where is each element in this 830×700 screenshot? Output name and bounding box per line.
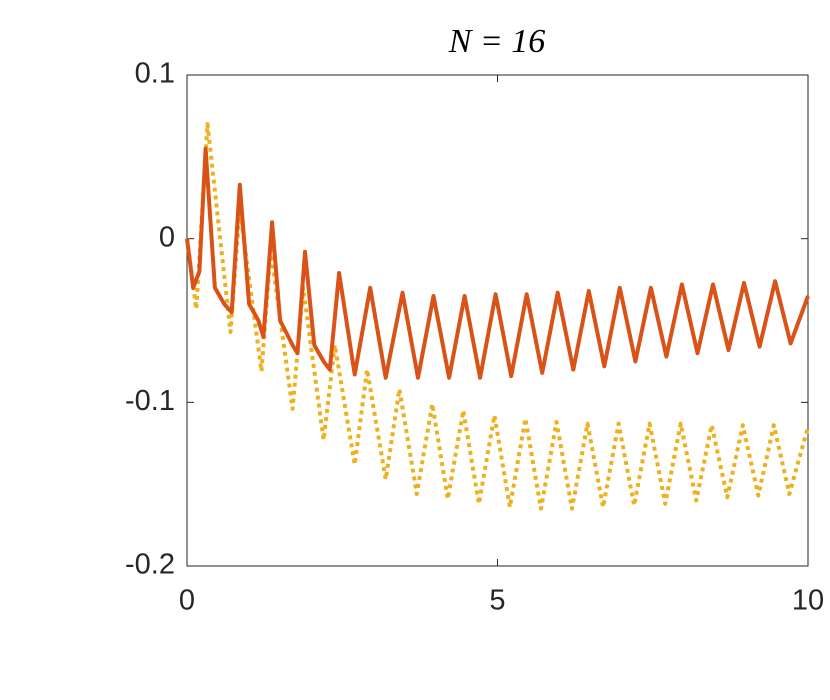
y-tick-label: -0.2 bbox=[125, 549, 175, 581]
y-tick-label: 0.1 bbox=[135, 58, 175, 90]
data-line bbox=[185, 146, 810, 380]
chart-title: N = 16 bbox=[448, 23, 546, 60]
x-tick-label: 0 bbox=[179, 585, 195, 617]
y-tick-label: -0.1 bbox=[125, 385, 175, 417]
data-line bbox=[185, 122, 810, 511]
plot-frame bbox=[186, 74, 809, 567]
x-tick-label: 10 bbox=[792, 585, 824, 617]
y-tick-label: 0 bbox=[159, 221, 175, 253]
x-tick-label: 5 bbox=[489, 585, 505, 617]
